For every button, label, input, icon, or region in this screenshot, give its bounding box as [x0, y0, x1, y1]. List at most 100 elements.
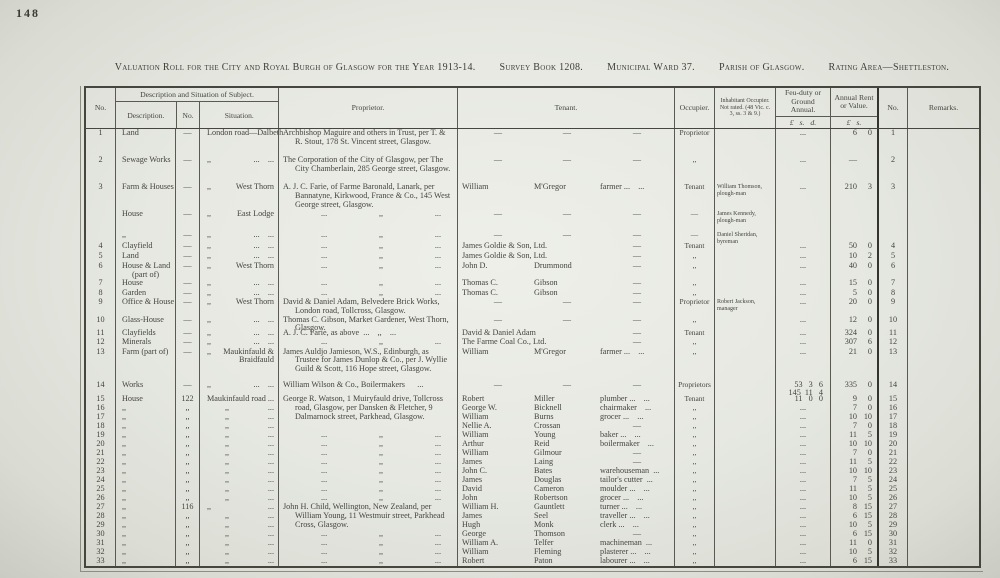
cell-entry-no	[86, 210, 115, 231]
cell-annual-rent: 10 10	[830, 412, 877, 422]
cell-remarks	[907, 431, 979, 440]
cell-annual-rent: 10 10	[830, 439, 877, 449]
cell-proprietor: ...,,...	[278, 209, 457, 231]
cell-feu-duty: ...	[775, 241, 830, 252]
cell-tenant: John D. Drummond —	[457, 261, 674, 279]
cell-entry-no-right: 1	[877, 128, 907, 156]
cell-feu-duty: 53 3 6 145 11 4	[775, 380, 830, 397]
cell-annual-rent: 6 15	[830, 556, 877, 566]
cell-inhabitant-occupier	[714, 494, 775, 503]
table-header: No. Description and Situation of Subject…	[86, 88, 979, 129]
cell-proprietor: ...,,...	[278, 547, 457, 557]
header-inhabitant-occupier: Inhabitant Occupier. Not rated. (48 Vic.…	[714, 88, 775, 128]
cell-remarks	[907, 380, 979, 395]
cell-occupier: ,,	[674, 251, 714, 262]
cell-feu-duty: ...	[775, 457, 830, 467]
cell-remarks	[907, 530, 979, 539]
cell-situation: ,,... ...	[199, 251, 278, 262]
cell-tenant: Nellie A. Crossan —	[457, 421, 674, 431]
header-group-label: Description and Situation of Subject.	[140, 90, 254, 99]
cell-proprietor: ...,,...	[278, 230, 457, 242]
cell-entry-no-right: 3	[877, 182, 907, 210]
cell-street-no: ,,	[175, 457, 199, 467]
cell-feu-duty: ...	[775, 297, 830, 316]
cell-feu-duty: ...	[775, 403, 830, 413]
cell-tenant: John C. Bates warehouseman ...	[457, 466, 674, 476]
cell-entry-no: 19	[96, 430, 105, 439]
cell-proprietor: A. J. C. Farie, of Farme Baronald, Lanar…	[278, 182, 457, 210]
page-number: 148	[16, 6, 40, 20]
cell-street-no: —	[175, 288, 199, 298]
cell-proprietor: ...,,...	[278, 337, 457, 348]
cell-inhabitant-occupier	[714, 279, 775, 289]
cell-entry-no-right: 18	[877, 421, 907, 431]
cell-description: ,,	[115, 502, 175, 512]
cell-entry-no: 1	[98, 128, 103, 137]
cell-proprietor	[278, 521, 457, 530]
cell-situation: ,,...	[199, 538, 278, 548]
cell-entry-no: 9	[98, 297, 103, 306]
cell-occupier: ,,	[674, 347, 714, 381]
cell-feu-duty: ...	[775, 261, 830, 279]
cell-description: Clayfields	[115, 328, 175, 338]
cell-remarks	[907, 279, 979, 289]
cell-occupier: ,,	[674, 155, 714, 183]
cell-proprietor: A. J. C. Farie, as above ... ,, ...	[278, 328, 457, 338]
cell-proprietor: ...,,...	[278, 439, 457, 449]
cell-tenant: William Burns grocer ... ...	[457, 412, 674, 422]
cell-entry-no-right: 28	[877, 511, 907, 521]
title-segment-ward: Municipal Ward 37.	[607, 62, 695, 73]
cell-entry-no-right: 30	[877, 529, 907, 539]
cell-inhabitant-occupier	[714, 262, 775, 279]
table-row: ,, —,,... ......,,... — — — — Daniel Sheridan,…	[86, 230, 979, 245]
cell-annual-rent: 10 5	[830, 547, 877, 557]
cell-proprietor: ...,,...	[278, 556, 457, 566]
cell-inhabitant-occupier	[714, 328, 775, 338]
table-row: 23,,,,,,......,,... John C. Bates warehouse…	[86, 466, 979, 476]
cell-remarks	[907, 183, 979, 210]
cell-remarks	[907, 262, 979, 279]
cell-occupier: Tenant	[674, 328, 714, 338]
cell-description: Land	[115, 251, 175, 262]
cell-occupier: ,,	[674, 261, 714, 279]
cell-entry-no-right: 23	[877, 466, 907, 476]
cell-inhabitant-occupier	[714, 521, 775, 530]
cell-situation: ,,...	[199, 502, 278, 512]
cell-feu-duty	[775, 231, 830, 242]
cell-street-no: —	[175, 380, 199, 395]
header-remarks: Remarks.	[907, 88, 979, 128]
cell-feu-duty: ...	[775, 288, 830, 298]
cell-entry-no-right: 11	[877, 328, 907, 338]
cell-entry-no-right: 15	[877, 394, 907, 404]
cell-remarks	[907, 503, 979, 512]
cell-situation: ,,... ...	[199, 328, 278, 338]
table-row: 5 Land —,,... ......,,... James Goldie & So…	[86, 251, 979, 262]
cell-tenant: Hugh Monk clerk ... ...	[457, 520, 674, 530]
cell-remarks	[907, 512, 979, 521]
cell-occupier: —	[674, 209, 714, 231]
table-row: 18,,,,,,... Nellie A. Crossan —,,... 7 0 18	[86, 421, 979, 431]
cell-description: Glass-House	[115, 315, 175, 329]
cell-entry-no-right	[877, 231, 907, 242]
cell-situation: ,,...	[199, 403, 278, 413]
cell-tenant: — — —	[457, 155, 674, 183]
cell-annual-rent: 10 2	[830, 251, 877, 262]
cell-occupier: Tenant	[674, 394, 714, 404]
cell-entry-no: 28	[96, 511, 105, 520]
cell-street-no: ,,	[175, 520, 199, 530]
cell-occupier: ,,	[674, 337, 714, 348]
cell-remarks	[907, 242, 979, 252]
cell-occupier: —	[674, 230, 714, 242]
cell-annual-rent	[830, 231, 877, 242]
cell-occupier: Proprietor	[674, 297, 714, 316]
cell-street-no: —	[175, 209, 199, 231]
cell-proprietor: ...,,...	[278, 457, 457, 467]
cell-inhabitant-occupier	[714, 288, 775, 298]
cell-feu-duty: ...	[775, 484, 830, 494]
table-row: 32,,,,,,......,,... William Fleming plaster…	[86, 547, 979, 557]
table-body: 1 Land — London road—Dalbeth Archbishop Magu…	[86, 128, 979, 566]
cell-remarks	[907, 395, 979, 404]
cell-street-no: ,,	[175, 412, 199, 422]
